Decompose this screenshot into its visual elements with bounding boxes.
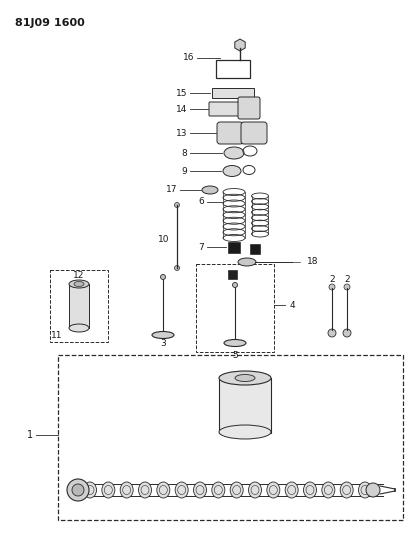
Text: 6: 6 [198, 198, 204, 206]
Ellipse shape [83, 482, 97, 498]
Ellipse shape [219, 371, 271, 385]
Ellipse shape [358, 482, 372, 498]
Text: 17: 17 [166, 185, 177, 195]
Text: 81J09 1600: 81J09 1600 [15, 18, 85, 28]
Ellipse shape [238, 258, 256, 266]
Ellipse shape [194, 482, 206, 498]
Text: 4: 4 [290, 301, 296, 310]
Ellipse shape [202, 186, 218, 194]
FancyBboxPatch shape [241, 122, 267, 144]
Circle shape [328, 329, 336, 337]
Ellipse shape [233, 282, 237, 287]
Ellipse shape [212, 482, 225, 498]
Ellipse shape [224, 147, 244, 159]
Ellipse shape [175, 482, 188, 498]
Circle shape [175, 203, 180, 207]
Ellipse shape [161, 274, 166, 279]
Ellipse shape [366, 483, 380, 497]
Ellipse shape [74, 281, 84, 287]
Bar [212, 88, 254, 98]
Text: 15: 15 [176, 88, 187, 98]
Ellipse shape [72, 484, 84, 496]
Bar [219, 378, 271, 433]
Bar [228, 242, 240, 253]
Circle shape [175, 265, 180, 271]
Ellipse shape [230, 482, 243, 498]
Circle shape [329, 284, 335, 290]
Text: 13: 13 [176, 128, 187, 138]
Text: 11: 11 [51, 330, 63, 340]
Ellipse shape [120, 482, 133, 498]
Ellipse shape [304, 482, 316, 498]
Text: 14: 14 [176, 104, 187, 114]
Text: 2: 2 [344, 276, 350, 285]
Ellipse shape [67, 479, 89, 501]
Text: 5: 5 [232, 351, 238, 359]
Text: 18: 18 [307, 257, 318, 266]
Ellipse shape [267, 482, 280, 498]
Bar [58, 355, 403, 520]
Ellipse shape [102, 482, 115, 498]
Bar [228, 270, 237, 279]
Ellipse shape [219, 425, 271, 439]
Ellipse shape [340, 482, 353, 498]
Text: 16: 16 [183, 53, 194, 62]
Ellipse shape [69, 324, 89, 332]
FancyBboxPatch shape [209, 102, 259, 116]
Ellipse shape [322, 482, 335, 498]
Text: 7: 7 [198, 243, 204, 252]
Bar [50, 270, 108, 342]
Text: 1: 1 [27, 430, 33, 440]
Bar [196, 264, 274, 352]
Text: 9: 9 [181, 166, 187, 175]
Text: 12: 12 [74, 271, 85, 279]
Ellipse shape [285, 482, 298, 498]
Circle shape [343, 329, 351, 337]
Text: 2: 2 [329, 276, 335, 285]
Text: 8: 8 [181, 149, 187, 157]
Ellipse shape [223, 166, 241, 176]
FancyBboxPatch shape [238, 97, 260, 119]
Text: 10: 10 [157, 236, 169, 245]
Circle shape [344, 284, 350, 290]
Ellipse shape [224, 340, 246, 346]
Ellipse shape [138, 482, 152, 498]
Ellipse shape [157, 482, 170, 498]
FancyBboxPatch shape [217, 122, 243, 144]
Ellipse shape [152, 332, 174, 338]
Text: 3: 3 [160, 340, 166, 349]
Bar [69, 284, 89, 328]
Bar [250, 244, 260, 254]
Ellipse shape [235, 375, 255, 382]
Ellipse shape [249, 482, 261, 498]
Ellipse shape [69, 280, 89, 288]
